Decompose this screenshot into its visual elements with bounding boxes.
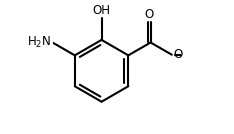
Text: O: O xyxy=(173,48,182,61)
Text: O: O xyxy=(145,8,154,21)
Text: H$_2$N: H$_2$N xyxy=(27,35,51,50)
Text: OH: OH xyxy=(93,4,110,17)
